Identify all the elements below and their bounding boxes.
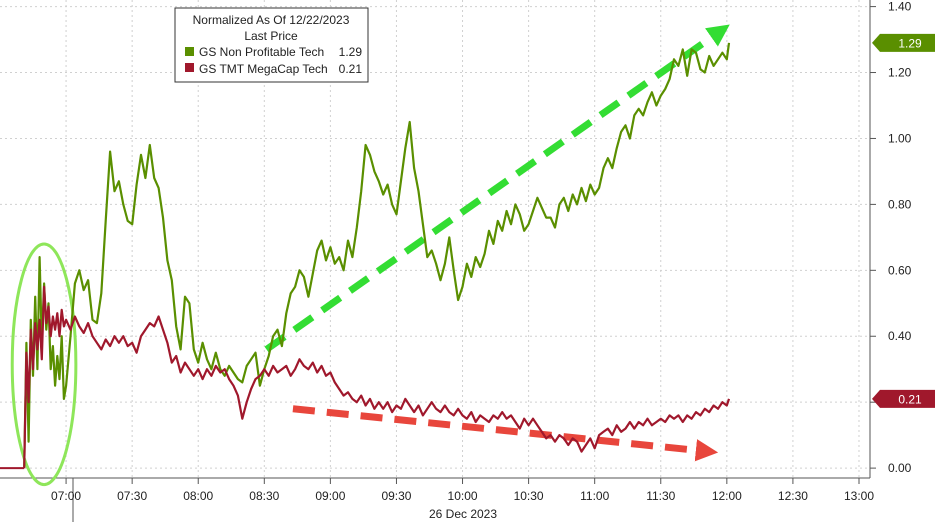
y-tick-label: 0.40 (888, 329, 912, 343)
last-value-badge-1 (872, 389, 935, 408)
x-tick-label: 12:30 (778, 489, 808, 503)
x-tick-label: 11:00 (580, 489, 609, 503)
x-tick-label: 09:00 (315, 489, 345, 503)
annotations (10, 24, 730, 487)
x-tick-label: 08:30 (249, 489, 279, 503)
y-axis-ticks: 0.000.200.400.600.801.001.201.40 (870, 0, 912, 475)
legend-entry-0-name: GS Non Profitable Tech (199, 45, 324, 59)
last-value-label-0: 1.29 (898, 36, 922, 50)
uptrend-arrow (264, 24, 730, 353)
y-tick-label: 1.20 (888, 66, 912, 80)
legend-entry-1-value: 0.21 (339, 62, 363, 76)
highlight-ellipse (10, 242, 78, 487)
x-tick-label: 09:30 (381, 489, 411, 503)
y-tick-label: 0.00 (888, 461, 912, 475)
y-tick-label: 0.60 (888, 263, 912, 277)
last-value-labels: 1.29 0.21 (872, 33, 935, 408)
legend-swatch-0 (185, 47, 194, 56)
x-tick-label: 07:00 (51, 489, 81, 503)
x-tick-label: 11:30 (646, 489, 675, 503)
last-value-badge-0 (872, 33, 935, 52)
axes (0, 0, 871, 522)
x-tick-label: 07:30 (117, 489, 147, 503)
x-tick-label: 13:00 (844, 489, 874, 503)
downtrend-arrow (292, 405, 719, 462)
series-0-line (23, 42, 731, 469)
legend-entry-1-name: GS TMT MegaCap Tech (199, 62, 328, 76)
x-tick-label: 12:00 (712, 489, 742, 503)
legend: Normalized As Of 12/22/2023 Last Price G… (174, 7, 369, 83)
legend-swatch-1 (185, 63, 194, 72)
legend-box (174, 7, 369, 83)
last-value-label-1: 0.21 (898, 392, 922, 406)
y-tick-label: 1.40 (888, 0, 912, 14)
legend-entry-0-value: 1.29 (339, 45, 363, 59)
legend-title: Normalized As Of 12/22/2023 (193, 13, 350, 27)
grid (0, 0, 870, 478)
x-tick-label: 10:30 (514, 489, 544, 503)
x-tick-label: 08:00 (183, 489, 213, 503)
series (0, 42, 731, 470)
legend-subtitle: Last Price (244, 29, 298, 43)
x-tick-label: 10:00 (448, 489, 478, 503)
y-tick-label: 1.00 (888, 131, 912, 145)
x-axis-label: 26 Dec 2023 (429, 507, 497, 521)
y-tick-label: 0.80 (888, 197, 912, 211)
x-axis-ticks: 07:00 07:30 08:00 08:30 09:00 09:30 10:00 10:30… (51, 478, 874, 503)
series-1-line (23, 285, 731, 469)
